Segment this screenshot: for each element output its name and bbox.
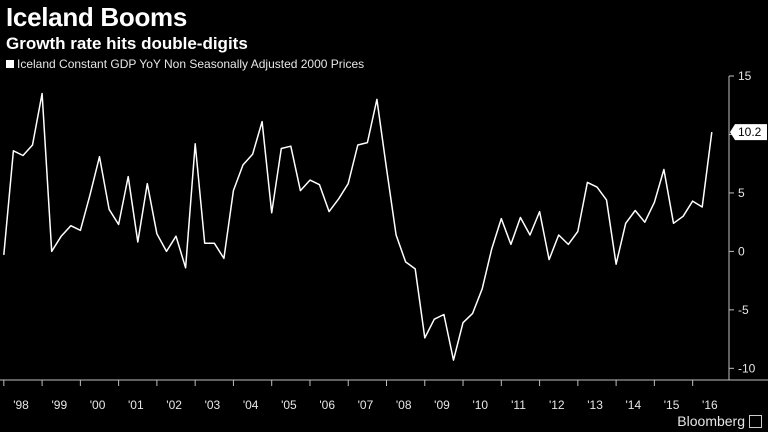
y-tick-label: 5	[738, 186, 745, 200]
chart-title: Iceland Booms	[6, 2, 188, 32]
x-tick-label: '99	[51, 398, 67, 412]
series-line	[3, 92, 713, 361]
last-value-label: 10.2	[738, 125, 762, 139]
x-tick-label: '04	[243, 398, 259, 412]
x-tick-label: '06	[319, 398, 335, 412]
y-tick-label: 15	[738, 69, 752, 83]
x-tick-label: '02	[166, 398, 182, 412]
x-tick-label: '03	[205, 398, 221, 412]
x-tick-label: '01	[128, 398, 144, 412]
x-tick-label: '07	[358, 398, 374, 412]
x-tick-label: '11	[511, 398, 526, 412]
credit-label: Bloomberg	[677, 413, 745, 429]
x-tick-label: '05	[281, 398, 297, 412]
chart-subtitle: Growth rate hits double-digits	[6, 34, 248, 53]
x-tick-label: '10	[472, 398, 488, 412]
x-tick-label: '08	[396, 398, 412, 412]
y-tick-label: 0	[738, 244, 745, 258]
legend-label: Iceland Constant GDP YoY Non Seasonally …	[17, 57, 365, 71]
bloomberg-logo-icon	[749, 414, 762, 428]
x-tick-label: '00	[90, 398, 106, 412]
y-tick-label: -5	[738, 303, 749, 317]
x-tick-label: '12	[549, 398, 565, 412]
x-tick-label: '09	[434, 398, 450, 412]
legend-swatch	[6, 60, 14, 68]
last-value-callout	[730, 124, 767, 141]
credit: Bloomberg	[677, 413, 762, 429]
x-tick-label: '98	[13, 398, 29, 412]
y-tick-label: -10	[738, 361, 756, 375]
x-tick-label: '15	[664, 398, 680, 412]
x-tick-label: '16	[702, 398, 718, 412]
legend: Iceland Constant GDP YoY Non Seasonally …	[6, 57, 364, 71]
x-tick-label: '13	[587, 398, 603, 412]
x-tick-label: '14	[626, 398, 642, 412]
